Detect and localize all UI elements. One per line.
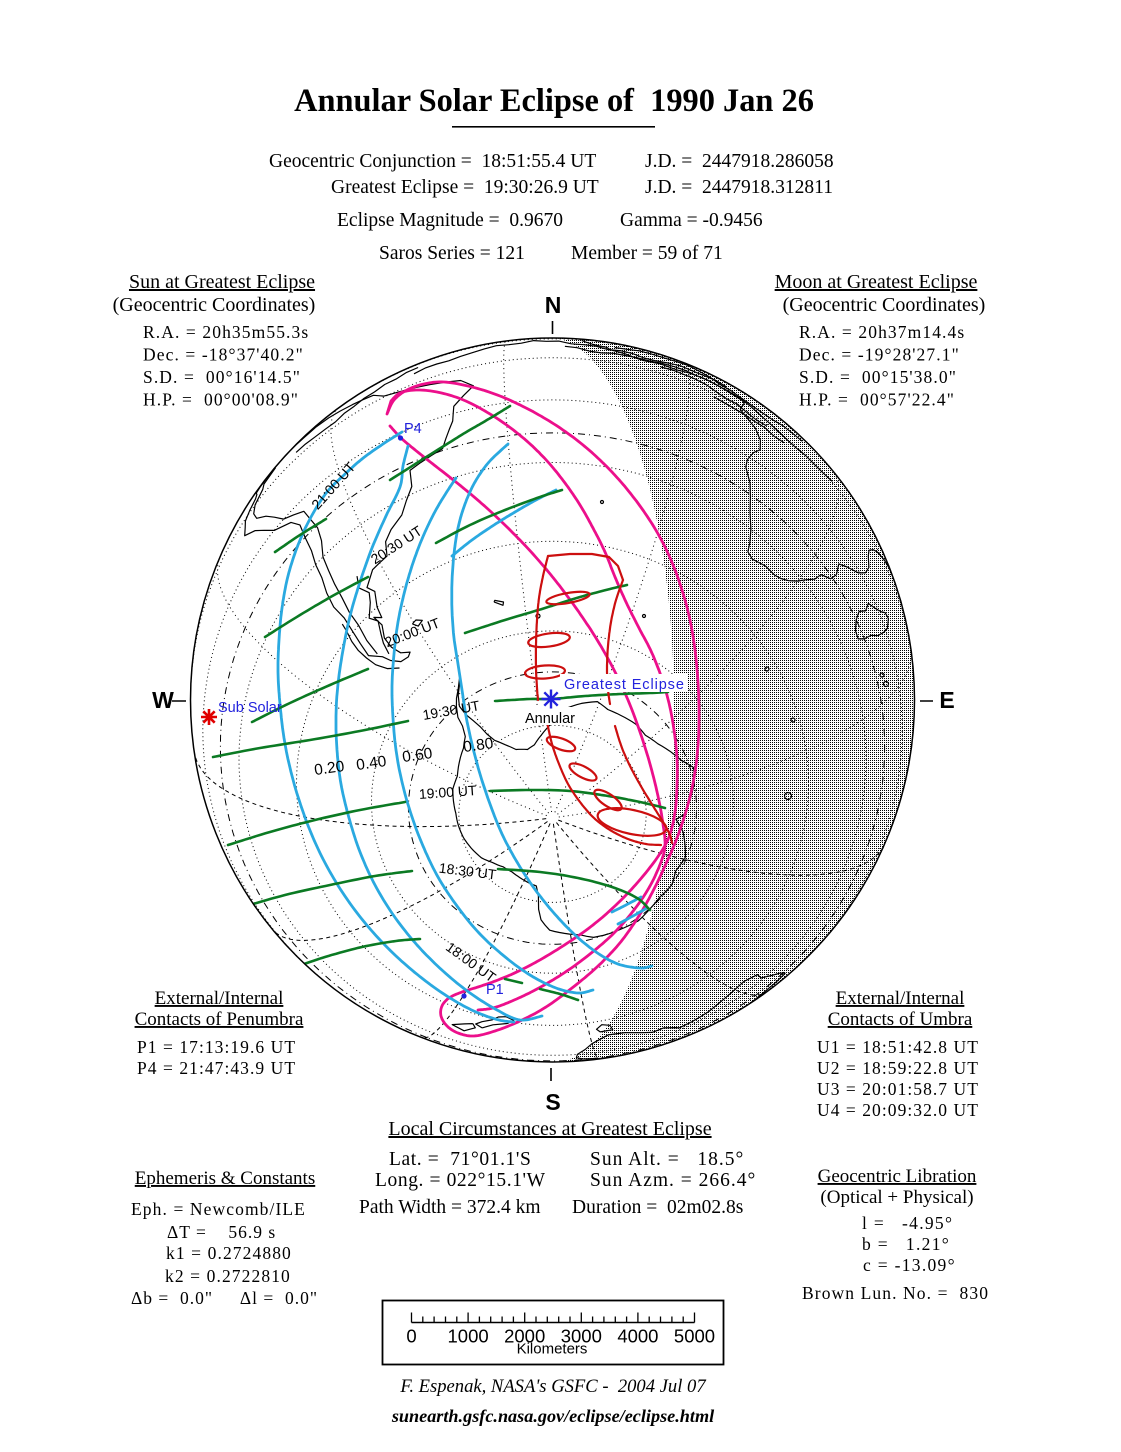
svg-text:sunearth.gsfc.nasa.gov/eclipse: sunearth.gsfc.nasa.gov/eclipse/eclipse.h… [391,1406,715,1426]
svg-text:Dec. = -19°28'27.1": Dec. = -19°28'27.1" [799,345,960,365]
svg-text:0.40: 0.40 [355,753,388,774]
svg-text:F. Espenak, NASA's GSFC - 200: F. Espenak, NASA's GSFC - 2004 Jul 07 [399,1376,706,1397]
svg-text:Sun Alt. = 18.5°: Sun Alt. = 18.5° [590,1149,744,1170]
svg-text:(Optical + Physical): (Optical + Physical) [820,1187,973,1208]
svg-text:0.20: 0.20 [313,758,346,779]
svg-text:Eph. = Newcomb/ILE: Eph. = Newcomb/ILE [131,1199,306,1219]
svg-text:Contacts of Umbra: Contacts of Umbra [828,1009,973,1030]
svg-text:Dec. = -18°37'40.2": Dec. = -18°37'40.2" [143,345,304,365]
svg-text:P1: P1 [486,982,504,998]
svg-text:P4: P4 [404,421,422,437]
svg-text:Gamma = -0.9456: Gamma = -0.9456 [620,210,763,231]
svg-text:S.D. = 00°16'14.5": S.D. = 00°16'14.5" [143,367,301,387]
svg-text:Lat. = 71°01.1'S: Lat. = 71°01.1'S [389,1149,531,1170]
svg-text:U3 = 20:01:58.7 UT: U3 = 20:01:58.7 UT [817,1079,979,1099]
svg-text:Path Width = 372.4 km: Path Width = 372.4 km [359,1197,541,1218]
svg-text:Sun at Greatest Eclipse: Sun at Greatest Eclipse [129,271,315,293]
svg-text:Brown Lun. No. = 830: Brown Lun. No. = 830 [802,1283,989,1303]
svg-text:5000: 5000 [674,1326,715,1347]
svg-text:E: E [939,687,954,713]
svg-text:Geocentric Libration: Geocentric Libration [818,1166,977,1187]
svg-text:Sun Azm. = 266.4°: Sun Azm. = 266.4° [590,1170,756,1191]
svg-text:ΔT = 56.9 s: ΔT = 56.9 s [167,1222,276,1242]
svg-text:U4 = 20:09:32.0 UT: U4 = 20:09:32.0 UT [817,1100,979,1120]
svg-text:External/Internal: External/Internal [155,988,284,1009]
svg-text:18:30 UT: 18:30 UT [438,860,498,883]
svg-text:3000: 3000 [561,1326,602,1347]
svg-text:Eclipse Magnitude = 0.9670: Eclipse Magnitude = 0.9670 [337,210,563,231]
svg-text:c = -13.09°: c = -13.09° [863,1255,956,1275]
svg-text:Moon at Greatest Eclipse: Moon at Greatest Eclipse [775,271,978,293]
svg-text:U2 = 18:59:22.8 UT: U2 = 18:59:22.8 UT [817,1058,979,1078]
svg-text:S.D. = 00°15'38.0": S.D. = 00°15'38.0" [799,367,957,387]
svg-text:Annular: Annular [525,711,575,727]
svg-text:1000: 1000 [448,1326,489,1347]
svg-text:b = 1.21°: b = 1.21° [862,1234,950,1254]
svg-text:U1 = 18:51:42.8 UT: U1 = 18:51:42.8 UT [817,1037,979,1057]
svg-text:Local Circumstances at Greates: Local Circumstances at Greatest Eclipse [388,1118,711,1140]
svg-text:Geocentric Conjunction = 18:5: Geocentric Conjunction = 18:51:55.4 UT [269,151,596,172]
svg-text:0: 0 [406,1326,416,1347]
svg-text:H.P. = 00°57'22.4": H.P. = 00°57'22.4" [799,390,955,410]
svg-text:Kilometers: Kilometers [517,1341,588,1358]
svg-text:0.60: 0.60 [401,745,434,766]
svg-text:Long. = 022°15.1'W: Long. = 022°15.1'W [375,1170,546,1191]
svg-text:W: W [152,687,174,713]
svg-text:2000: 2000 [504,1326,545,1347]
svg-text:S: S [545,1089,560,1115]
svg-text:Δb = 0.0" Δl = 0.0": Δb = 0.0" Δl = 0.0" [131,1288,318,1308]
svg-text:H.P. = 00°00'08.9": H.P. = 00°00'08.9" [143,390,299,410]
svg-text:Sub Solar: Sub Solar [218,700,282,716]
svg-text:J.D. = 2447918.286058: J.D. = 2447918.286058 [645,151,834,172]
svg-text:Annular Solar Eclipse of 1990: Annular Solar Eclipse of 1990 Jan 26 [294,83,814,119]
svg-text:Contacts of Penumbra: Contacts of Penumbra [135,1009,304,1030]
svg-text:(Geocentric Coordinates): (Geocentric Coordinates) [783,294,986,316]
svg-text:Greatest Eclipse: Greatest Eclipse [564,677,685,693]
svg-text:Duration = 02m02.8s: Duration = 02m02.8s [572,1197,743,1218]
svg-text:k1 = 0.2724880: k1 = 0.2724880 [166,1243,292,1263]
svg-text:l = -4.95°: l = -4.95° [862,1213,953,1233]
svg-text:k2 = 0.2722810: k2 = 0.2722810 [165,1266,291,1286]
svg-text:0.80: 0.80 [462,735,495,756]
svg-text:4000: 4000 [617,1326,658,1347]
svg-text:Ephemeris & Constants: Ephemeris & Constants [135,1168,315,1189]
svg-text:R.A. = 20h35m55.3s: R.A. = 20h35m55.3s [143,322,309,342]
svg-text:Member = 59 of 71: Member = 59 of 71 [571,243,723,264]
svg-text:(Geocentric Coordinates): (Geocentric Coordinates) [113,294,316,316]
svg-text:Greatest Eclipse = 19:30:26.9: Greatest Eclipse = 19:30:26.9 UT [331,177,599,198]
svg-text:P1 = 17:13:19.6 UT: P1 = 17:13:19.6 UT [137,1037,296,1057]
svg-text:Saros Series = 121: Saros Series = 121 [379,243,525,264]
svg-text:J.D. = 2447918.312811: J.D. = 2447918.312811 [645,177,833,198]
svg-text:R.A. = 20h37m14.4s: R.A. = 20h37m14.4s [799,322,965,342]
svg-text:N: N [545,292,562,318]
svg-text:External/Internal: External/Internal [836,988,965,1009]
svg-text:P4 = 21:47:43.9 UT: P4 = 21:47:43.9 UT [137,1058,296,1078]
svg-text:19:00 UT: 19:00 UT [418,782,477,802]
